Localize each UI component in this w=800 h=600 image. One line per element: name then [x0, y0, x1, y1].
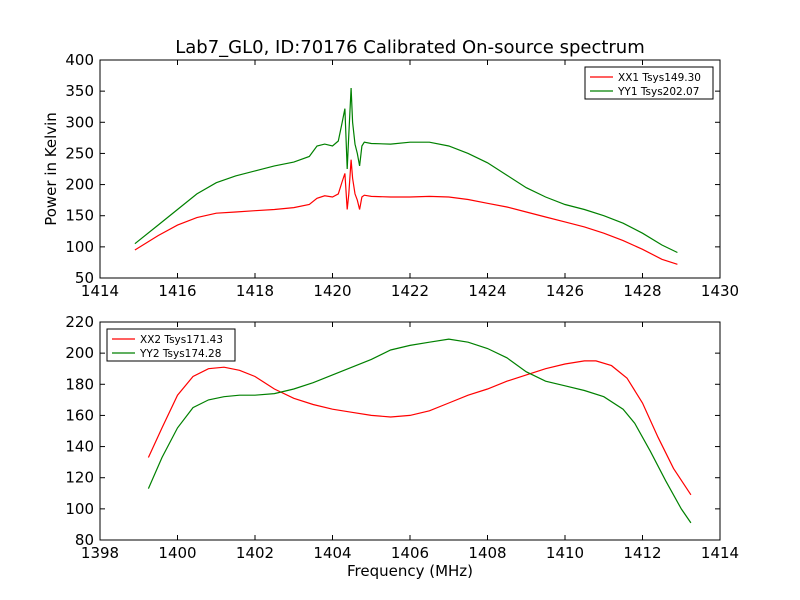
x-tick-label: 1406	[391, 544, 429, 562]
y-tick-label: 150	[65, 207, 94, 225]
legend-entry: YY2 Tsys174.28	[139, 348, 221, 360]
top-legend: XX1 Tsys149.30 YY1 Tsys202.07	[584, 66, 714, 100]
top-axis-ticks: 1414 1416 1418 1420 1422 1424 1426 1428 1430 50 10…	[65, 51, 739, 300]
y-tick-label: 80	[75, 531, 94, 549]
bottom-legend: XX2 Tsys171.43 YY2 Tsys174.28	[106, 328, 236, 362]
x-axis-label: Frequency (MHz)	[347, 562, 473, 580]
legend-entry: YY1 Tsys202.07	[617, 86, 699, 98]
y-tick-label: 140	[65, 438, 94, 456]
series-line-yy2	[147, 338, 692, 524]
series-line-xx1	[134, 159, 678, 265]
x-tick-label: 1418	[236, 282, 274, 300]
legend-entry: XX1 Tsys149.30	[618, 72, 701, 84]
top-plot: 1414 1416 1418 1420 1422 1424 1426 1428 1430 50 10…	[42, 51, 739, 300]
y-tick-label: 180	[65, 375, 94, 393]
x-tick-label: 1408	[468, 544, 506, 562]
y-tick-label: 100	[65, 500, 94, 518]
bottom-series-lines	[147, 338, 692, 524]
y-tick-label: 200	[65, 344, 94, 362]
x-tick-label: 1400	[158, 544, 196, 562]
series-line-yy1	[134, 87, 678, 254]
x-tick-label: 1410	[546, 544, 584, 562]
bottom-plot: 1398 1400 1402 1404 1406 1408 1410 1412 1414 80 10…	[65, 313, 739, 580]
y-tick-label: 400	[65, 51, 94, 69]
x-tick-label: 1402	[236, 544, 274, 562]
legend-box	[584, 66, 714, 100]
x-tick-label: 1416	[158, 282, 196, 300]
y-tick-label: 120	[65, 469, 94, 487]
y-tick-label: 300	[65, 113, 94, 131]
x-tick-label: 1414	[81, 282, 119, 300]
x-tick-label: 1426	[546, 282, 584, 300]
x-tick-label: 1412	[623, 544, 661, 562]
x-tick-label: 1420	[313, 282, 351, 300]
y-tick-label: 160	[65, 406, 94, 424]
x-tick-label: 1422	[391, 282, 429, 300]
x-tick-label: 1414	[701, 544, 739, 562]
x-tick-label: 1428	[623, 282, 661, 300]
top-y-axis-label: Power in Kelvin	[42, 112, 60, 226]
x-tick-label: 1430	[701, 282, 739, 300]
y-tick-label: 200	[65, 176, 94, 194]
x-tick-label: 1404	[313, 544, 351, 562]
y-tick-label: 50	[75, 269, 94, 287]
y-tick-label: 220	[65, 313, 94, 331]
legend-box	[106, 328, 236, 362]
chart-title: Lab7_GL0, ID:70176 Calibrated On-source …	[175, 37, 645, 58]
y-tick-label: 100	[65, 238, 94, 256]
x-tick-label: 1424	[468, 282, 506, 300]
series-line-xx2	[147, 360, 692, 496]
y-tick-label: 350	[65, 82, 94, 100]
legend-entry: XX2 Tsys171.43	[140, 334, 223, 346]
top-series-lines	[134, 87, 678, 265]
bottom-axis-ticks: 1398 1400 1402 1404 1406 1408 1410 1412 1414 80 10…	[65, 313, 739, 562]
y-tick-label: 250	[65, 144, 94, 162]
x-tick-label: 1398	[81, 544, 119, 562]
